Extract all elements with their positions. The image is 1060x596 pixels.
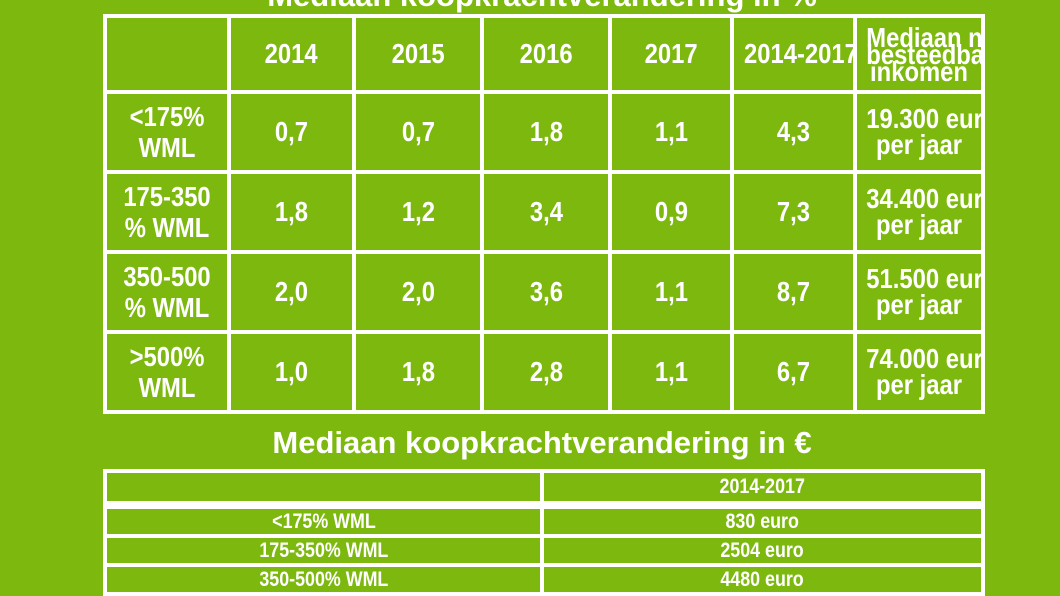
row-label-gt500-wml: >500% WML	[107, 334, 227, 410]
row-label-lt175-wml: <175% WML	[107, 94, 227, 170]
corner-empty-cell	[107, 18, 227, 90]
col-header-2016: 2016	[484, 18, 608, 90]
value-cell: 7,3	[734, 174, 853, 250]
corner-empty-cell	[107, 473, 540, 505]
table-euro-header-row: 2014-2017	[107, 473, 981, 505]
value-cell: 1,0	[231, 334, 352, 410]
income-cell: 74.000 euro per jaar	[857, 334, 981, 410]
value-cell: 0,7	[356, 94, 480, 170]
table-row-350-500-wml-euro: 350-500% WML 4480 euro	[107, 567, 981, 592]
value-cell: 1,1	[612, 94, 730, 170]
table-row-lt175-wml: <175% WML 0,7 0,7 1,8 1,1 4,3 19.300 eur…	[107, 94, 981, 170]
value-cell: 4,3	[734, 94, 853, 170]
row-label: <175% WML	[107, 509, 540, 534]
row-value: 4480 euro	[544, 567, 981, 592]
row-value: 830 euro	[544, 509, 981, 534]
income-cell: 34.400 euro per jaar	[857, 174, 981, 250]
table-percent-header-row: 2014 2015 2016 2017 2014-2017 Mediaan no…	[107, 18, 981, 90]
table-row-350-500-wml: 350-500 % WML 2,0 2,0 3,6 1,1 8,7 51.500…	[107, 254, 981, 330]
table-percent-title: Mediaan koopkrachtverandering in %	[103, 0, 981, 12]
table-row-gt500-wml: >500% WML 1,0 1,8 2,8 1,1 6,7 74.000 eur…	[107, 334, 981, 410]
col-header-2014: 2014	[231, 18, 352, 90]
row-label-175-350-wml: 175-350 % WML	[107, 174, 227, 250]
income-cell: 51.500 euro per jaar	[857, 254, 981, 330]
value-cell: 1,1	[612, 334, 730, 410]
table-row-lt175-wml-euro: <175% WML 830 euro	[107, 509, 981, 534]
value-cell: 1,8	[356, 334, 480, 410]
koopkracht-percent-table: 2014 2015 2016 2017 2014-2017 Mediaan no…	[103, 14, 985, 414]
value-cell: 0,7	[231, 94, 352, 170]
row-label-350-500-wml: 350-500 % WML	[107, 254, 227, 330]
col-header-2015: 2015	[356, 18, 480, 90]
period-header: 2014-2017	[544, 473, 981, 505]
value-cell: 1,1	[612, 254, 730, 330]
value-cell: 2,0	[356, 254, 480, 330]
row-label: 350-500% WML	[107, 567, 540, 592]
value-cell: 2,8	[484, 334, 608, 410]
income-column-header: Mediaan nominaal besteedbaar inkomen	[857, 18, 981, 90]
value-cell: 6,7	[734, 334, 853, 410]
value-cell: 1,8	[484, 94, 608, 170]
value-cell: 3,6	[484, 254, 608, 330]
value-cell: 3,4	[484, 174, 608, 250]
value-cell: 1,2	[356, 174, 480, 250]
col-header-2017: 2017	[612, 18, 730, 90]
value-cell: 8,7	[734, 254, 853, 330]
table-euro-title: Mediaan koopkrachtverandering in €	[272, 425, 812, 460]
row-label: 175-350% WML	[107, 538, 540, 563]
row-value: 2504 euro	[544, 538, 981, 563]
value-cell: 2,0	[231, 254, 352, 330]
table-row-175-350-wml: 175-350 % WML 1,8 1,2 3,4 0,9 7,3 34.400…	[107, 174, 981, 250]
table-row-175-350-wml-euro: 175-350% WML 2504 euro	[107, 538, 981, 563]
value-cell: 1,8	[231, 174, 352, 250]
koopkracht-euro-table: 2014-2017 <175% WML 830 euro 175-350% WM…	[103, 469, 985, 596]
income-cell: 19.300 euro per jaar	[857, 94, 981, 170]
value-cell: 0,9	[612, 174, 730, 250]
col-header-2014-2017: 2014-2017	[734, 18, 853, 90]
